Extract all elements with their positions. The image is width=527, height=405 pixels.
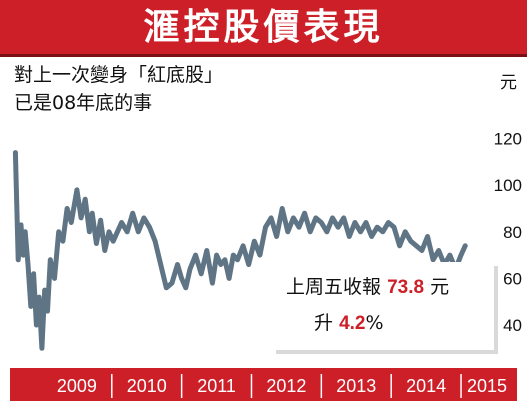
y-tick-label: 80 xyxy=(503,223,522,242)
pct-sign: % xyxy=(365,312,384,334)
x-axis-bar: 2009 2010 2011 2012 2013 2014 2015 xyxy=(10,368,517,401)
callout-change-line: 升 4.2% xyxy=(314,308,384,335)
y-tick-label: 100 xyxy=(494,176,522,195)
x-tick-label: 2009 xyxy=(57,376,97,396)
x-tick-label: 2012 xyxy=(266,376,306,396)
y-tick-label: 60 xyxy=(503,269,522,288)
callout-change-label: 升 xyxy=(314,312,334,334)
price-series xyxy=(12,150,468,351)
x-axis: 2009 2010 2011 2012 2013 2014 2015 xyxy=(57,374,507,398)
callout-close-label: 上周五收報 xyxy=(286,276,382,298)
x-tick-label: 2013 xyxy=(336,376,376,396)
callout-currency: 元 xyxy=(430,276,450,298)
price-callout: 上周五收報 73.8 元 升 4.2% xyxy=(272,262,494,350)
y-axis-unit-label: 元 xyxy=(500,73,517,93)
x-tick-label: 2015 xyxy=(467,376,507,396)
x-tick-label: 2011 xyxy=(197,376,236,396)
chart-title: 滙控股價表現 xyxy=(0,0,527,57)
callout-close-line: 上周五收報 73.8 元 xyxy=(286,272,449,299)
subtitle-line-2: 已是08年底的事 xyxy=(14,92,153,114)
subtitle-line-1: 對上一次變身「紅底股」 xyxy=(14,64,224,86)
change-pct-value: 4.2 xyxy=(339,313,366,334)
close-price-value: 73.8 xyxy=(387,277,425,298)
x-tick-label: 2014 xyxy=(406,376,446,396)
y-tick-label: 40 xyxy=(503,316,522,335)
x-tick-label: 2010 xyxy=(127,376,167,396)
price-line xyxy=(12,150,468,351)
y-axis: 40 60 80 100 120 xyxy=(494,130,522,335)
y-tick-label: 120 xyxy=(494,130,522,149)
